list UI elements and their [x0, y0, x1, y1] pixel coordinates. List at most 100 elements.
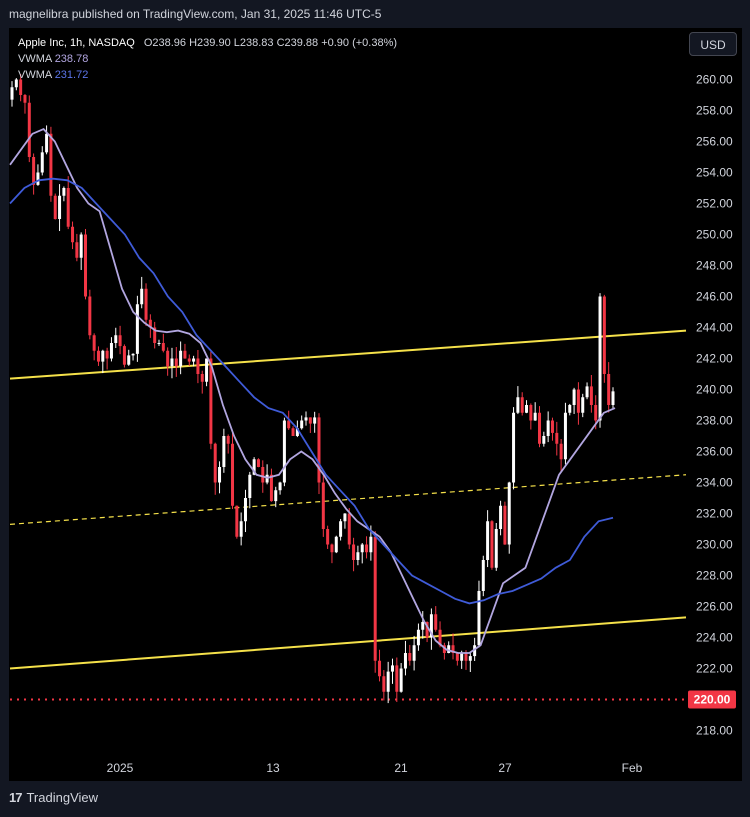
- vwma-slow-line: [9, 177, 614, 605]
- legend-vwma-slow[interactable]: VWMA 231.72: [18, 67, 397, 83]
- candle-body: [23, 95, 27, 103]
- candle-body: [45, 133, 49, 153]
- candle-body: [36, 172, 40, 185]
- candle-body: [205, 358, 209, 382]
- candle-body: [585, 386, 589, 398]
- candle-body: [114, 335, 118, 343]
- candle-body: [330, 544, 334, 553]
- y-tick-label: 230.00: [696, 538, 733, 552]
- candle-body: [209, 358, 213, 444]
- y-tick-label: 228.00: [696, 569, 733, 583]
- vwma-slow-value: 231.72: [54, 69, 89, 81]
- y-tick-label: 246.00: [696, 290, 733, 304]
- brand-name: TradingView: [26, 790, 99, 805]
- candle-body: [602, 296, 606, 374]
- candle-body: [62, 188, 66, 196]
- candle-body: [516, 397, 520, 413]
- y-tick-label: 254.00: [696, 166, 733, 180]
- y-tick-label: 248.00: [696, 259, 733, 273]
- candle-body: [265, 474, 269, 483]
- candle-body: [96, 350, 100, 362]
- x-tick-label: 2025: [107, 761, 134, 775]
- candle-body: [326, 529, 330, 545]
- y-axis: 218.00 220.00 222.00 224.00 226.00 228.00 230.…: [696, 73, 733, 738]
- candle-body: [166, 350, 170, 367]
- candle-body: [218, 467, 222, 483]
- candle-body: [10, 87, 14, 100]
- candle-body: [105, 350, 109, 359]
- candle-body: [421, 622, 425, 630]
- candle-body: [109, 343, 113, 359]
- x-tick-label: 21: [394, 761, 408, 775]
- publisher-line: magnelibra published on TradingView.com,…: [9, 7, 382, 21]
- candle-body: [334, 536, 338, 553]
- candle-body: [546, 420, 550, 436]
- vwma-fast-label: VWMA: [18, 53, 52, 65]
- y-tick-label: 232.00: [696, 507, 733, 521]
- candle-body: [71, 226, 75, 243]
- trend-lines[interactable]: [9, 329, 687, 701]
- candle-body: [416, 629, 420, 646]
- candle-body: [503, 505, 507, 545]
- candle-body: [455, 653, 459, 661]
- candle-body: [425, 622, 429, 638]
- candle-body: [122, 346, 126, 365]
- candle-body: [520, 397, 524, 413]
- candle-body: [40, 152, 44, 173]
- candle-body: [581, 397, 585, 413]
- candle-body: [19, 79, 23, 95]
- candle-body: [343, 513, 347, 522]
- candle-body: [196, 358, 200, 374]
- candle-body: [464, 653, 468, 661]
- candle-body: [53, 195, 57, 219]
- candle-body: [14, 79, 18, 88]
- candle-body: [525, 405, 529, 413]
- candle-body: [563, 412, 567, 460]
- candle-body: [101, 350, 105, 362]
- currency-button[interactable]: USD: [689, 32, 737, 56]
- tradingview-logo-icon: 17: [9, 790, 23, 805]
- candle-body: [179, 350, 183, 367]
- candle-body: [607, 374, 611, 405]
- candle-body: [481, 560, 485, 591]
- candle-body: [568, 405, 572, 413]
- candle-body: [451, 645, 455, 653]
- moving-averages: [9, 128, 616, 654]
- candle-body: [222, 436, 226, 467]
- candle-body: [490, 521, 494, 568]
- y-tick-label: 224.00: [696, 631, 733, 645]
- candle-body: [434, 614, 438, 630]
- candle-body: [248, 474, 252, 498]
- x-tick-label: 13: [266, 761, 280, 775]
- candle-body: [32, 157, 36, 185]
- candle-body: [512, 412, 516, 483]
- candle-body: [226, 436, 230, 444]
- vwma-fast-value: 238.78: [54, 53, 89, 65]
- candle-body: [486, 521, 490, 560]
- candle-body: [447, 645, 451, 653]
- candle-body: [200, 374, 204, 382]
- candle-body: [559, 443, 563, 460]
- y-tick-label: 234.00: [696, 476, 733, 490]
- candle-body: [235, 505, 239, 537]
- vwma-slow-label: VWMA: [18, 69, 52, 81]
- candle-body: [369, 536, 373, 553]
- legend-symbol-row: Apple Inc, 1h, NASDAQ O238.96 H239.90 L2…: [18, 35, 397, 51]
- candle-body: [153, 327, 157, 343]
- footer-brand[interactable]: 17 TradingView: [9, 790, 98, 805]
- candle-body: [611, 391, 615, 405]
- candle-body: [144, 288, 148, 320]
- candle-body: [339, 521, 343, 537]
- candle-body: [58, 195, 62, 219]
- x-tick-label: 27: [498, 761, 512, 775]
- candle-body: [213, 443, 217, 483]
- candle-body: [589, 386, 593, 405]
- y-tick-label: 222.00: [696, 662, 733, 676]
- candle-body: [161, 343, 165, 351]
- candle-body: [382, 676, 386, 692]
- legend-vwma-fast[interactable]: VWMA 238.78: [18, 51, 397, 67]
- y-tick-label: 244.00: [696, 321, 733, 335]
- candle-body: [403, 653, 407, 669]
- candle-body: [477, 591, 481, 646]
